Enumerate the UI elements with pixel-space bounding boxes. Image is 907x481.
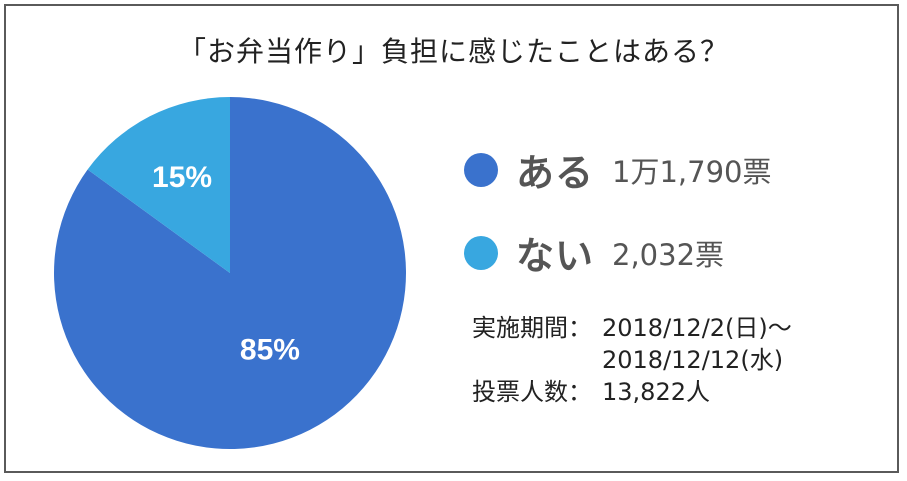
period-label: 実施期間： [472, 314, 592, 342]
legend-item-nai: ない 2,032票 [464, 225, 724, 280]
legend-votes-nai: 2,032票 [612, 237, 725, 272]
votes-label: 投票人数： [472, 378, 592, 406]
votes-total: 13,822人 [602, 378, 710, 406]
chart-title: 「お弁当作り」負担に感じたことはある？ [177, 35, 729, 68]
period-start: 2018/12/2(日)～ [602, 314, 792, 342]
legend-label-aru: ある [516, 151, 595, 195]
legend-swatch-aru [464, 152, 498, 187]
legend-votes-aru: 1万1,790票 [612, 154, 772, 189]
legend-swatch-nai [464, 235, 498, 270]
pie-label-0: 85% [240, 333, 300, 366]
legend-item-aru: ある 1万1,790票 [464, 142, 772, 197]
pie-label-1: 15% [152, 161, 212, 194]
legend-label-nai: ない [516, 234, 595, 278]
pie-slice-0 [53, 97, 406, 449]
pie-slice-1 [87, 97, 230, 273]
period-end: 2018/12/12(水) [602, 346, 784, 374]
